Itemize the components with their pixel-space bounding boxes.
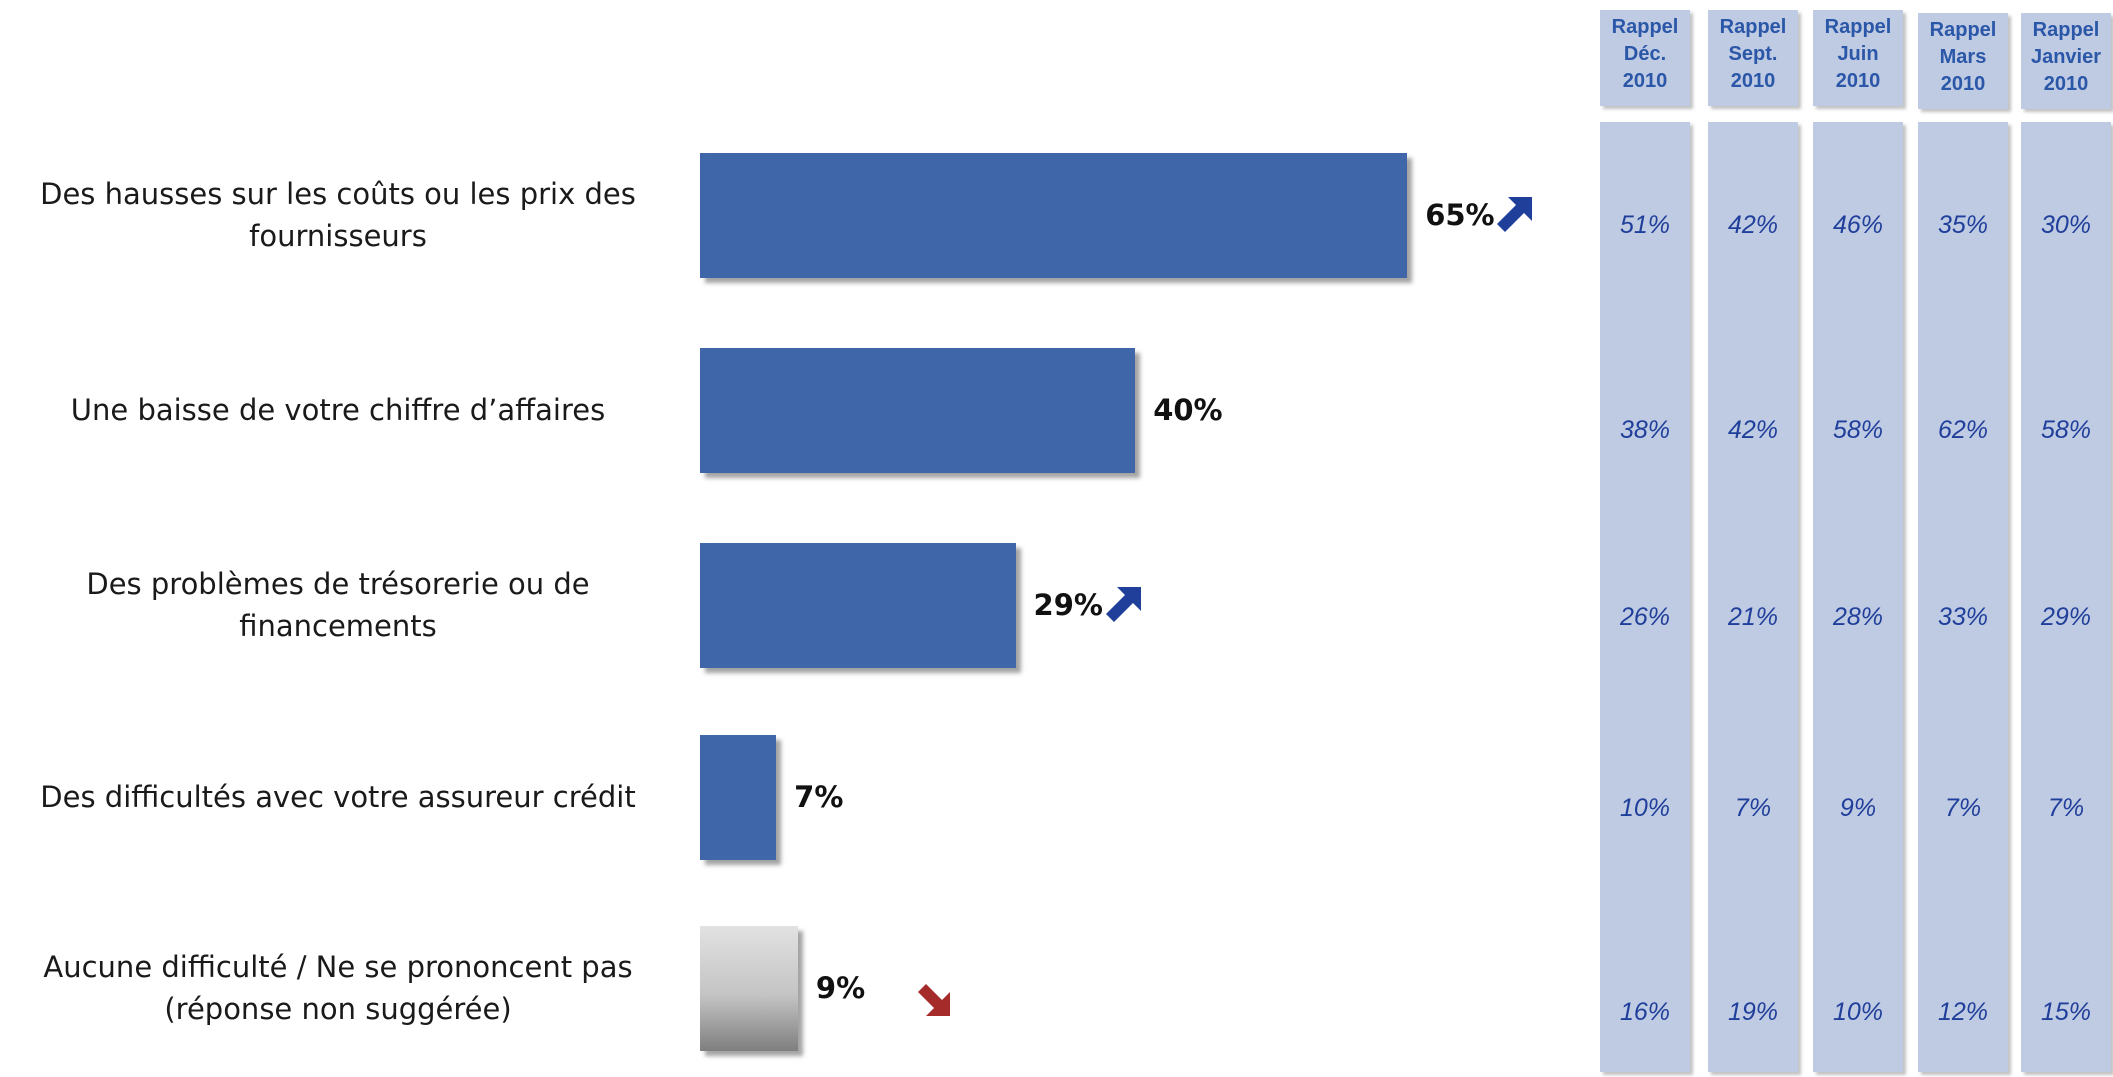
history-value: 10% [1832, 998, 1884, 1026]
category-label-line: Aucune difficulté / Ne se prononcent pas [43, 950, 633, 984]
category-label: Une baisse de votre chiffre d’affaires [8, 389, 668, 431]
bar [700, 152, 1408, 278]
history-value: 46% [1832, 211, 1884, 239]
history-column-header: Rappel Mars 2010 [1918, 13, 2008, 109]
value-label: 29% [1033, 588, 1103, 622]
history-column-body [1918, 122, 2008, 1072]
history-value: 12% [1937, 998, 1989, 1026]
history-value: 19% [1727, 998, 1779, 1026]
history-header-line: Rappel [1929, 19, 1997, 41]
history-value: 42% [1727, 416, 1779, 444]
history-header-line: Rappel [2032, 19, 2100, 41]
history-header-line: 2010 [1835, 70, 1881, 92]
arrow-down-right-icon [917, 984, 950, 1016]
history-header-line: 2010 [1622, 70, 1668, 92]
history-column-header: Rappel Juin 2010 [1813, 10, 1903, 106]
history-column-body [1708, 122, 1798, 1072]
arrow-up-right-icon [1497, 197, 1533, 232]
history-value: 58% [2040, 416, 2092, 444]
history-column-body [1813, 122, 1903, 1072]
history-header-line: Janvier [2030, 46, 2102, 68]
history-value: 51% [1619, 211, 1671, 239]
category-label: Des difficultés avec votre assureur créd… [8, 776, 668, 818]
history-value: 16% [1619, 998, 1671, 1026]
history-value: 30% [2040, 211, 2092, 239]
history-value: 35% [1937, 211, 1989, 239]
history-value: 10% [1619, 794, 1671, 822]
history-header-line: Juin [1837, 43, 1879, 65]
category-label-line: Des hausses sur les coûts ou les prix de… [40, 177, 636, 211]
history-value: 21% [1727, 603, 1779, 631]
history-column-body [2021, 122, 2111, 1072]
category-label-line: (réponse non suggérée) [164, 992, 512, 1026]
history-value: 9% [1839, 794, 1877, 822]
history-value: 62% [1937, 416, 1989, 444]
history-value: 42% [1727, 211, 1779, 239]
history-value: 58% [1832, 416, 1884, 444]
history-value: 15% [2040, 998, 2092, 1026]
value-label: 7% [794, 780, 844, 814]
history-column-body [1600, 122, 1690, 1072]
history-column-header: Rappel Janvier 2010 [2021, 13, 2111, 109]
history-header-line: Sept. [1728, 43, 1778, 65]
category-label: Aucune difficulté / Ne se prononcent pas… [8, 946, 668, 1030]
category-label-line: Des difficultés avec votre assureur créd… [40, 780, 636, 814]
history-value: 28% [1832, 603, 1884, 631]
category-label-line: Des problèmes de trésorerie ou de [86, 567, 590, 601]
value-label: 65% [1425, 198, 1495, 232]
category-label-line: financements [239, 609, 437, 643]
history-column-header: Rappel Déc. 2010 [1600, 10, 1690, 106]
value-label: 40% [1153, 393, 1223, 427]
history-header-line: 2010 [1730, 70, 1776, 92]
arrow-up-right-icon [1105, 587, 1141, 622]
history-header-line: 2010 [2043, 73, 2089, 95]
history-header-line: 2010 [1940, 73, 1986, 95]
history-column-header: Rappel Sept. 2010 [1708, 10, 1798, 106]
history-header-line: Rappel [1824, 16, 1892, 38]
category-label: Des hausses sur les coûts ou les prix de… [8, 173, 668, 257]
history-header-line: Déc. [1623, 43, 1667, 65]
bar [700, 542, 1016, 668]
bar [700, 734, 777, 860]
history-value: 26% [1619, 603, 1671, 631]
history-value: 7% [2047, 794, 2085, 822]
bar [700, 925, 798, 1051]
history-value: 38% [1619, 416, 1671, 444]
bar [700, 347, 1136, 473]
history-value: 7% [1944, 794, 1982, 822]
category-label-line: Une baisse de votre chiffre d’affaires [70, 393, 606, 427]
category-label-line: fournisseurs [249, 219, 427, 253]
history-header-line: Rappel [1719, 16, 1787, 38]
history-value: 29% [2040, 603, 2092, 631]
category-label: Des problèmes de trésorerie ou de finance… [8, 563, 668, 647]
history-header-line: Mars [1939, 46, 1987, 68]
value-label: 9% [815, 971, 866, 1005]
history-value: 33% [1937, 603, 1989, 631]
history-value: 7% [1734, 794, 1772, 822]
history-header-line: Rappel [1611, 16, 1679, 38]
